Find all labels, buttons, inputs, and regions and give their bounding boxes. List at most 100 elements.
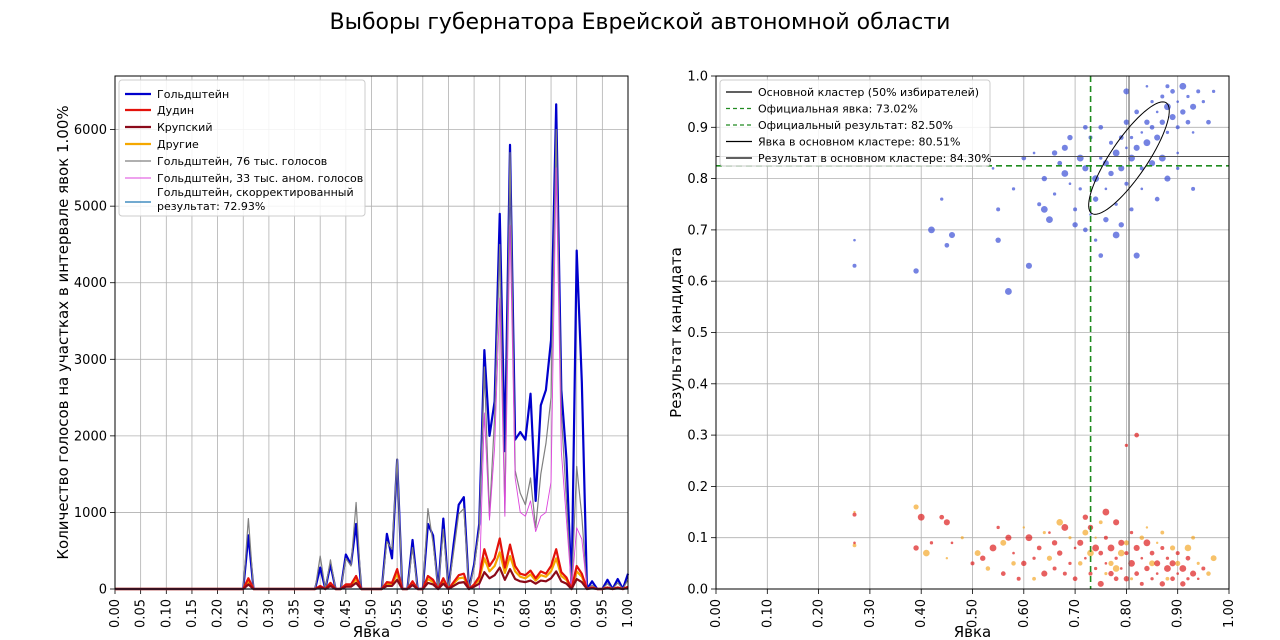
y-tick-label: 0.3	[687, 429, 708, 444]
orange-point	[974, 550, 981, 557]
blue-point	[1175, 125, 1180, 130]
blue-point	[1143, 139, 1151, 147]
orange-point	[1210, 555, 1217, 562]
orange-point	[1117, 549, 1125, 557]
blue-point	[1139, 166, 1144, 171]
red-point	[996, 525, 1000, 530]
x-tick-label: 0.40	[914, 599, 929, 628]
red-point	[1134, 571, 1140, 576]
red-point	[917, 513, 925, 521]
red-point	[1159, 581, 1166, 587]
x-tick-label: 0.75	[493, 599, 508, 628]
blue-point	[1118, 165, 1125, 172]
red-point	[1196, 577, 1200, 581]
orange-point	[1184, 544, 1192, 552]
legend-label-3: Другие	[157, 138, 199, 151]
y-tick-label: 0.6	[687, 275, 708, 290]
orange-point	[1165, 576, 1170, 581]
orange-point	[1123, 540, 1129, 546]
red-point	[1025, 534, 1033, 542]
orange-point	[1000, 539, 1007, 546]
red-point	[1084, 556, 1087, 560]
x-tick-label: 0.10	[159, 599, 174, 628]
blue-point	[1072, 222, 1078, 228]
red-point	[1165, 556, 1170, 560]
legend: Основной кластер (50% избирателей) Официа…	[719, 79, 992, 167]
orange-point	[1149, 560, 1156, 567]
plot-frame	[114, 75, 629, 590]
blue-point	[1134, 109, 1140, 115]
x-tick-label: 0.15	[185, 599, 200, 628]
legend-label-2: Крупский	[157, 121, 212, 134]
blue-point	[1005, 288, 1012, 295]
blue-point	[1164, 175, 1171, 182]
x-tick-label: 0.05	[134, 599, 149, 628]
x-tick-label: 0.30	[863, 599, 878, 628]
legend-label-1: Официальная явка: 73.02%	[758, 103, 918, 116]
x-tick-label: 0.95	[595, 599, 610, 628]
red-point	[1176, 572, 1179, 575]
x-tick-label: 0.35	[288, 599, 303, 628]
x-tick-label: 0.10	[760, 599, 775, 628]
blue-point	[1129, 135, 1134, 140]
red-point	[1143, 539, 1151, 547]
blue-point	[1185, 119, 1191, 125]
blue-point	[1011, 187, 1016, 191]
y-tick-label: 0.1	[687, 531, 708, 546]
blue-point	[852, 263, 857, 268]
blue-point	[1145, 84, 1149, 88]
red-point	[1180, 581, 1186, 587]
red-point	[989, 544, 997, 552]
blue-point	[940, 197, 944, 201]
red-point	[1155, 572, 1159, 575]
blue-point	[1082, 165, 1089, 172]
y-tick-label: 0.0	[687, 583, 708, 598]
blue-point	[1165, 130, 1170, 135]
x-tick-label: 1.00	[1222, 599, 1237, 628]
red-point	[980, 555, 986, 561]
red-point	[1124, 443, 1129, 448]
blue-point	[1102, 160, 1109, 167]
red-point	[1128, 559, 1135, 567]
cluster-ellipse	[1088, 101, 1170, 215]
blue-point	[1067, 134, 1073, 141]
orange-point	[1022, 526, 1025, 529]
blue-point	[1140, 131, 1144, 134]
red-point	[1170, 576, 1175, 582]
x-tick-label: 0.80	[518, 599, 533, 628]
legend-label-6-cont: результат: 72.93%	[157, 200, 265, 213]
orange-point	[960, 536, 964, 540]
red-point	[1103, 535, 1108, 540]
blue-point	[1098, 124, 1104, 130]
orange-point	[1032, 576, 1036, 581]
orange-point	[1169, 545, 1176, 551]
blue-point	[996, 207, 1001, 212]
y-axis-label: Результат кандидата	[667, 247, 685, 418]
x-tick-label: 0.20	[812, 599, 827, 628]
x-tick-label: 0.00	[108, 599, 123, 628]
x-tick-label: 0.80	[1119, 599, 1134, 628]
blue-point	[1150, 100, 1154, 104]
y-axis-label: Количество голосов на участках в интерва…	[54, 105, 72, 559]
red-point	[1093, 566, 1098, 571]
red-point	[1036, 545, 1042, 551]
blue-point	[1112, 149, 1120, 157]
blue-point	[1144, 119, 1150, 125]
orange-point	[1094, 536, 1097, 539]
orange-point	[1087, 549, 1094, 557]
blue-point	[1032, 151, 1036, 155]
red-point	[1088, 571, 1093, 576]
blue-point	[1083, 124, 1088, 130]
x-tick-label: 0.45	[339, 599, 354, 628]
red-point	[1068, 561, 1072, 565]
legend-label-0: Основной кластер (50% избирателей)	[758, 86, 979, 99]
x-tick-label: 0.70	[467, 599, 482, 628]
orange-point	[1104, 572, 1108, 576]
red-point	[1118, 539, 1125, 546]
x-tick-label: 0.25	[236, 599, 251, 628]
red-point	[1201, 566, 1206, 571]
orange-point	[1155, 541, 1159, 545]
red-point	[1190, 570, 1197, 577]
legend-label-0: Гольдштейн	[157, 88, 229, 101]
red-point	[1169, 560, 1176, 567]
